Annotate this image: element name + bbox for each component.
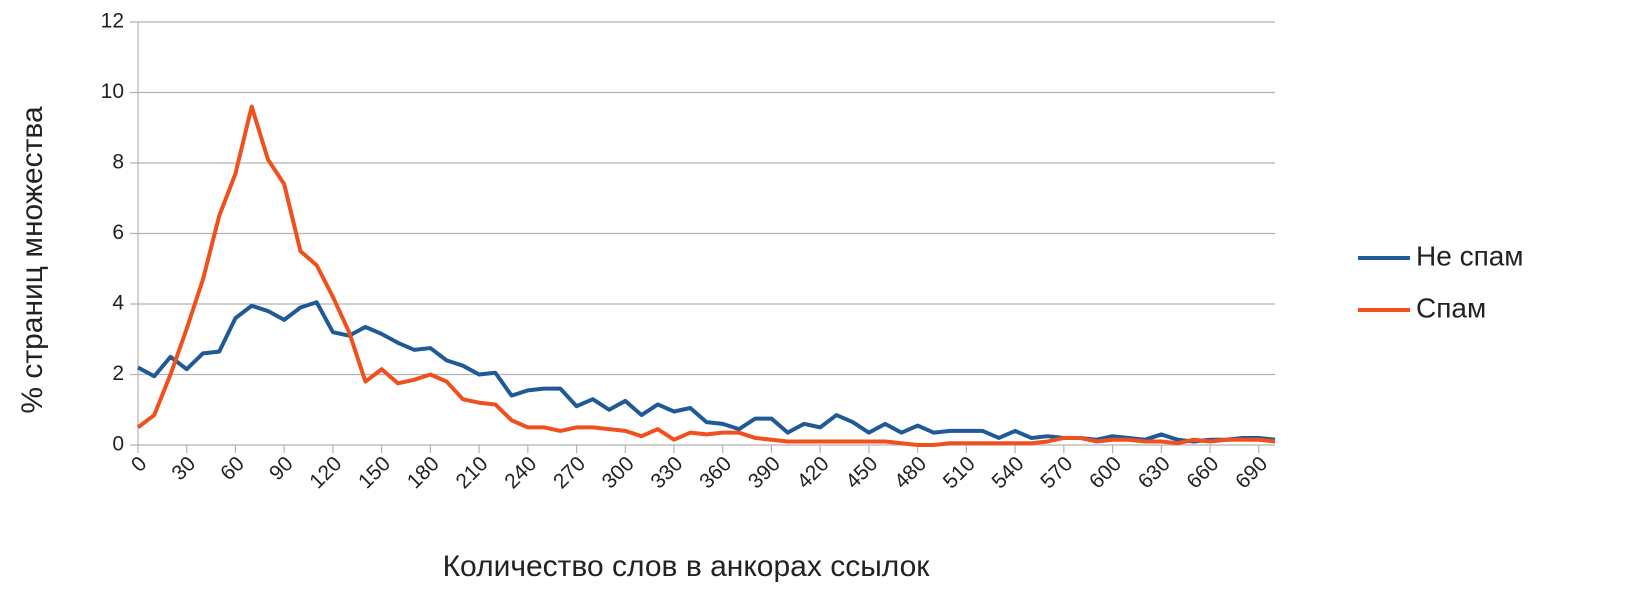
x-tick-label: 480 bbox=[890, 452, 931, 493]
x-tick-label: 510 bbox=[939, 452, 980, 493]
y-tick-label: 8 bbox=[112, 151, 124, 174]
x-tick-label: 300 bbox=[598, 452, 639, 493]
y-tick-label: 12 bbox=[101, 10, 124, 33]
x-tick-label: 270 bbox=[549, 452, 590, 493]
x-tick-label: 330 bbox=[646, 452, 687, 493]
x-tick-label: 30 bbox=[167, 452, 200, 485]
x-tick-label: 540 bbox=[988, 452, 1029, 493]
x-tick-label: 0 bbox=[127, 452, 152, 477]
x-tick-label: 390 bbox=[744, 452, 785, 493]
x-tick-label: 690 bbox=[1231, 452, 1272, 493]
series-line bbox=[137, 300, 1276, 444]
x-tick-label: 630 bbox=[1134, 452, 1175, 493]
x-tick-label: 420 bbox=[793, 452, 834, 493]
x-tick-label: 180 bbox=[403, 452, 444, 493]
x-tick-label: 60 bbox=[216, 452, 249, 485]
y-tick-label: 4 bbox=[112, 292, 124, 315]
legend-label: Спам bbox=[1416, 292, 1486, 323]
x-tick-label: 240 bbox=[500, 452, 541, 493]
y-tick-label: 10 bbox=[101, 80, 124, 103]
series-line bbox=[136, 104, 1276, 447]
x-axis-label: Количество слов в анкорах ссылок bbox=[443, 550, 931, 583]
x-tick-label: 450 bbox=[841, 452, 882, 493]
x-tick-label: 210 bbox=[452, 452, 493, 493]
x-tick-label: 120 bbox=[305, 452, 346, 493]
x-tick-label: 90 bbox=[265, 452, 298, 485]
legend-label: Не спам bbox=[1416, 240, 1524, 271]
y-tick-label: 2 bbox=[112, 362, 124, 385]
x-tick-label: 360 bbox=[695, 452, 736, 493]
x-tick-label: 150 bbox=[354, 452, 395, 493]
y-axis-label: % страниц множества bbox=[16, 106, 49, 414]
x-tick-label: 570 bbox=[1036, 452, 1077, 493]
x-tick-label: 660 bbox=[1182, 452, 1223, 493]
x-tick-label: 600 bbox=[1085, 452, 1126, 493]
y-tick-label: 6 bbox=[112, 221, 124, 244]
y-tick-label: 0 bbox=[112, 433, 124, 456]
